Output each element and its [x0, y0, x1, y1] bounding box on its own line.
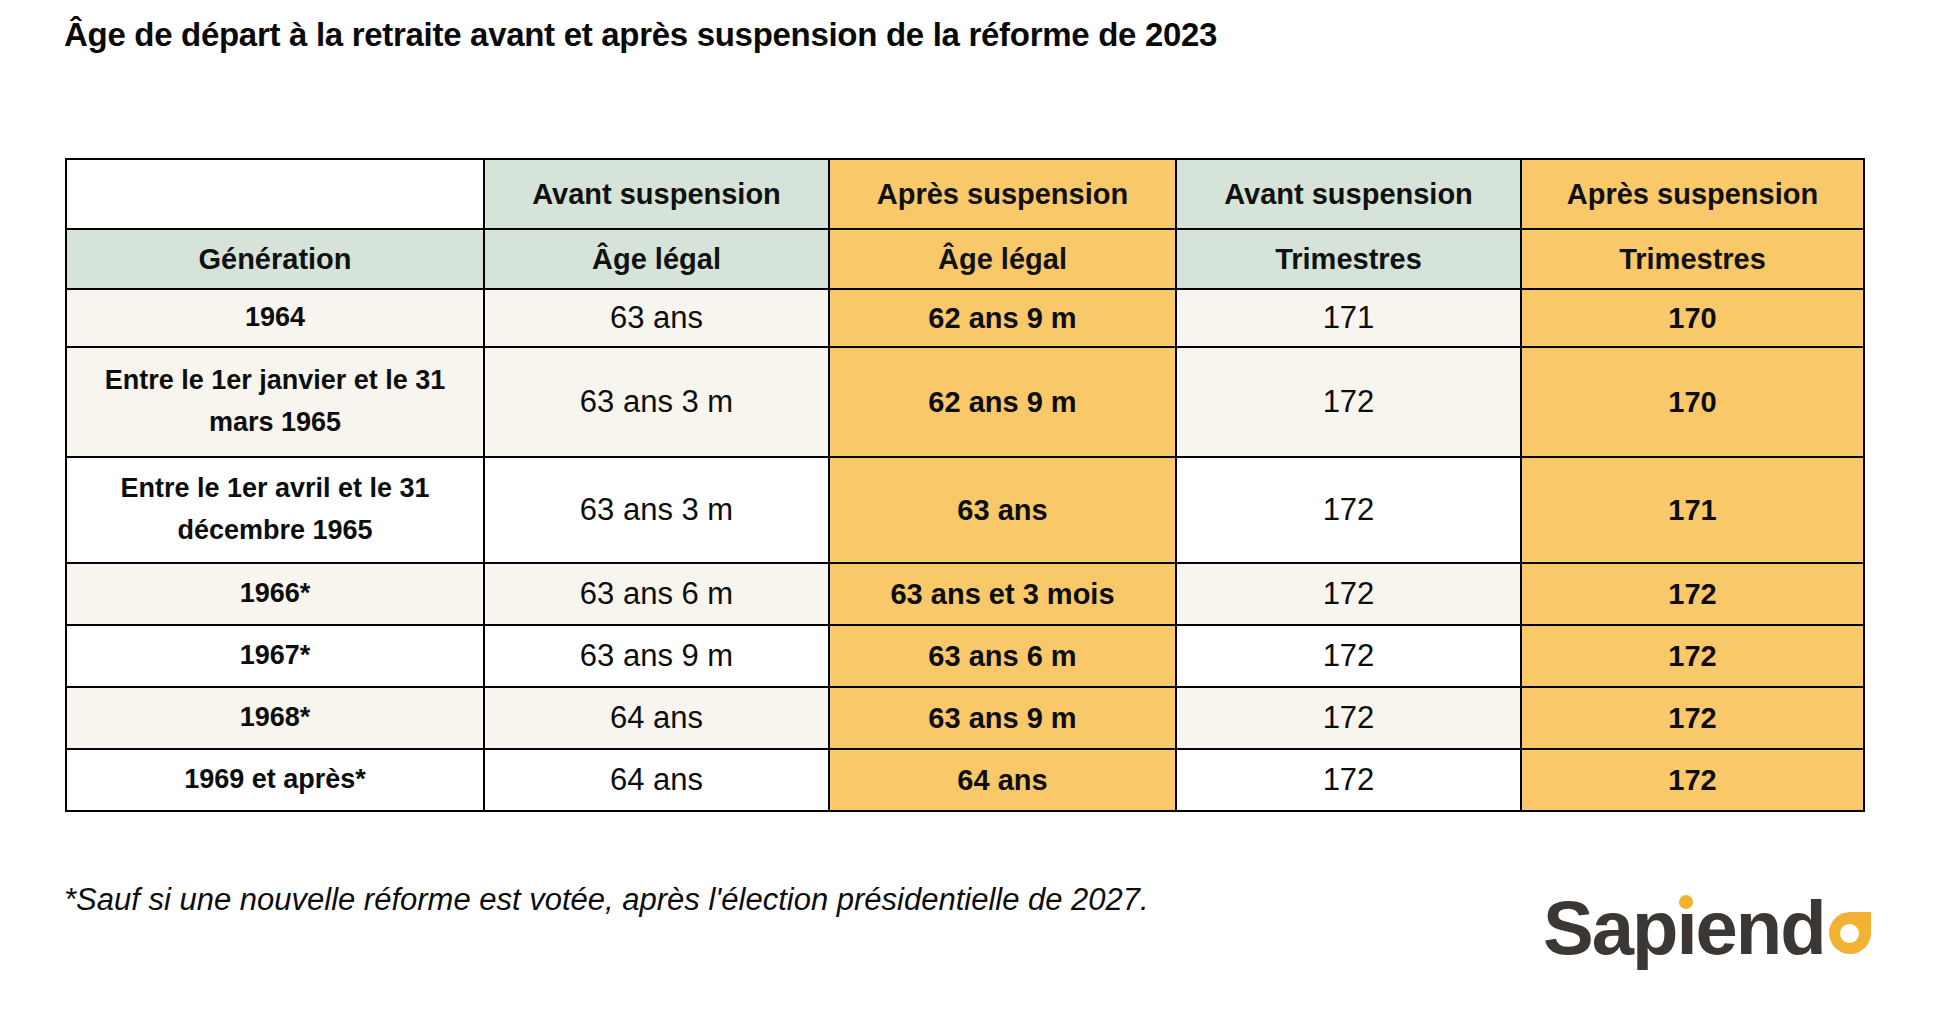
age-avant-cell: 64 ans — [484, 749, 829, 811]
age-avant-cell: 63 ans 9 m — [484, 625, 829, 687]
trim-avant-cell: 172 — [1176, 457, 1521, 563]
generation-cell: Entre le 1er janvier et le 31 mars 1965 — [66, 347, 484, 457]
header-apres-suspension-age: Après suspension — [829, 159, 1176, 229]
subheader-trimestres-apres: Trimestres — [1521, 229, 1864, 289]
generation-cell: 1968* — [66, 687, 484, 749]
droplet-o-icon — [1829, 912, 1871, 954]
subheader-age-legal-apres: Âge légal — [829, 229, 1176, 289]
header-row-suspension: Avant suspension Après suspension Avant … — [66, 159, 1864, 229]
trim-apres-cell: 172 — [1521, 687, 1864, 749]
table-row-1968: 1968* 64 ans 63 ans 9 m 172 172 — [66, 687, 1864, 749]
subheader-age-legal-avant: Âge légal — [484, 229, 829, 289]
logo-letter-i: ı — [1676, 890, 1695, 966]
generation-cell: 1967* — [66, 625, 484, 687]
trim-avant-cell: 172 — [1176, 563, 1521, 625]
sapiendo-logo: Sapıend — [1543, 890, 1871, 966]
logo-i-dot-icon — [1679, 895, 1693, 909]
table-row-1969-et-apres: 1969 et après* 64 ans 64 ans 172 172 — [66, 749, 1864, 811]
logo-text-prefix: Sap — [1543, 885, 1676, 970]
table-row-avril-decembre-1965: Entre le 1er avril et le 31 décembre 196… — [66, 457, 1864, 563]
trim-avant-cell: 172 — [1176, 625, 1521, 687]
trim-apres-cell: 171 — [1521, 457, 1864, 563]
trim-avant-cell: 171 — [1176, 289, 1521, 347]
table-row-janvier-mars-1965: Entre le 1er janvier et le 31 mars 1965 … — [66, 347, 1864, 457]
trim-apres-cell: 172 — [1521, 625, 1864, 687]
header-apres-suspension-trim: Après suspension — [1521, 159, 1864, 229]
trim-apres-cell: 172 — [1521, 563, 1864, 625]
age-avant-cell: 63 ans 6 m — [484, 563, 829, 625]
generation-cell: Entre le 1er avril et le 31 décembre 196… — [66, 457, 484, 563]
age-avant-cell: 64 ans — [484, 687, 829, 749]
generation-cell: 1966* — [66, 563, 484, 625]
trim-apres-cell: 172 — [1521, 749, 1864, 811]
corner-cell — [66, 159, 484, 229]
table-row-1966: 1966* 63 ans 6 m 63 ans et 3 mois 172 17… — [66, 563, 1864, 625]
trim-apres-cell: 170 — [1521, 289, 1864, 347]
retirement-table: Avant suspension Après suspension Avant … — [65, 158, 1865, 812]
table-row-1967: 1967* 63 ans 9 m 63 ans 6 m 172 172 — [66, 625, 1864, 687]
age-avant-cell: 63 ans 3 m — [484, 457, 829, 563]
infographic-canvas: Âge de départ à la retraite avant et apr… — [0, 0, 1936, 1009]
trim-apres-cell: 170 — [1521, 347, 1864, 457]
trim-avant-cell: 172 — [1176, 749, 1521, 811]
header-row-measures: Génération Âge légal Âge légal Trimestre… — [66, 229, 1864, 289]
header-avant-suspension-trim: Avant suspension — [1176, 159, 1521, 229]
age-apres-cell: 62 ans 9 m — [829, 289, 1176, 347]
age-apres-cell: 63 ans — [829, 457, 1176, 563]
logo-text-suffix: end — [1696, 885, 1825, 970]
age-avant-cell: 63 ans — [484, 289, 829, 347]
age-avant-cell: 63 ans 3 m — [484, 347, 829, 457]
table-header: Avant suspension Après suspension Avant … — [66, 159, 1864, 289]
age-apres-cell: 64 ans — [829, 749, 1176, 811]
age-apres-cell: 63 ans et 3 mois — [829, 563, 1176, 625]
subheader-trimestres-avant: Trimestres — [1176, 229, 1521, 289]
age-apres-cell: 62 ans 9 m — [829, 347, 1176, 457]
age-apres-cell: 63 ans 9 m — [829, 687, 1176, 749]
page-title: Âge de départ à la retraite avant et apr… — [64, 16, 1217, 54]
subheader-generation: Génération — [66, 229, 484, 289]
table-body: 1964 63 ans 62 ans 9 m 171 170 Entre le … — [66, 289, 1864, 811]
trim-avant-cell: 172 — [1176, 687, 1521, 749]
age-apres-cell: 63 ans 6 m — [829, 625, 1176, 687]
footnote: *Sauf si une nouvelle réforme est votée,… — [64, 882, 1149, 918]
table-row-1964: 1964 63 ans 62 ans 9 m 171 170 — [66, 289, 1864, 347]
generation-cell: 1969 et après* — [66, 749, 484, 811]
generation-cell: 1964 — [66, 289, 484, 347]
header-avant-suspension-age: Avant suspension — [484, 159, 829, 229]
trim-avant-cell: 172 — [1176, 347, 1521, 457]
